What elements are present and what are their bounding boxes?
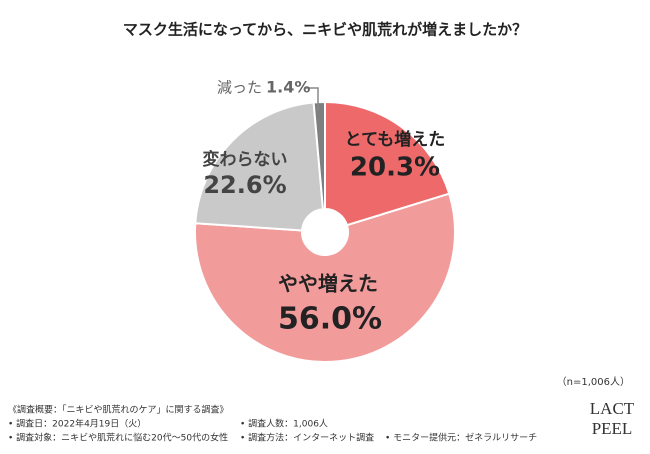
donut-slice — [324, 100, 451, 227]
chart-title: マスク生活になってから、ニキビや肌荒れが増えましたか？ — [123, 21, 527, 39]
value-label: 20.3% — [350, 153, 440, 183]
value-label: 22.6% — [203, 171, 286, 199]
logo-text: LACT — [590, 399, 635, 418]
footnotes: 《調査概要：「ニキビや肌荒れのケア」に関する調査》 • 調査日：2022年4月1… — [8, 404, 537, 444]
logo-text: PEEL — [592, 419, 633, 438]
donut-slice — [194, 192, 456, 363]
footnote-item: • 調査対象：ニキビや肌荒れに悩む20代～50代の女性 — [8, 432, 228, 444]
slice-label: とても増えた — [345, 129, 446, 150]
value-label: 1.4% — [266, 78, 310, 97]
slice-label: やや増えた — [278, 272, 378, 296]
sample-size: （n=1,006人） — [557, 376, 630, 388]
donut-slice — [194, 101, 325, 232]
footnote-item: • モニター提供元：ゼネラルリサーチ — [385, 432, 537, 444]
leader-line — [305, 87, 319, 110]
footnote-item: • 調査人数：1,006人 — [240, 418, 328, 430]
slice-label: 変わらない — [203, 149, 288, 170]
value-label: 56.0% — [278, 302, 382, 337]
footnote-item: • 調査日：2022年4月19日（火） — [8, 418, 146, 430]
footnote-title: 《調査概要：「ニキビや肌荒れのケア」に関する調査》 — [8, 404, 229, 416]
logo: LACT PEEL — [590, 399, 635, 438]
footnote-item: • 調査方法：インターネット調査 — [240, 432, 374, 444]
slice-label: 減った — [217, 79, 262, 97]
